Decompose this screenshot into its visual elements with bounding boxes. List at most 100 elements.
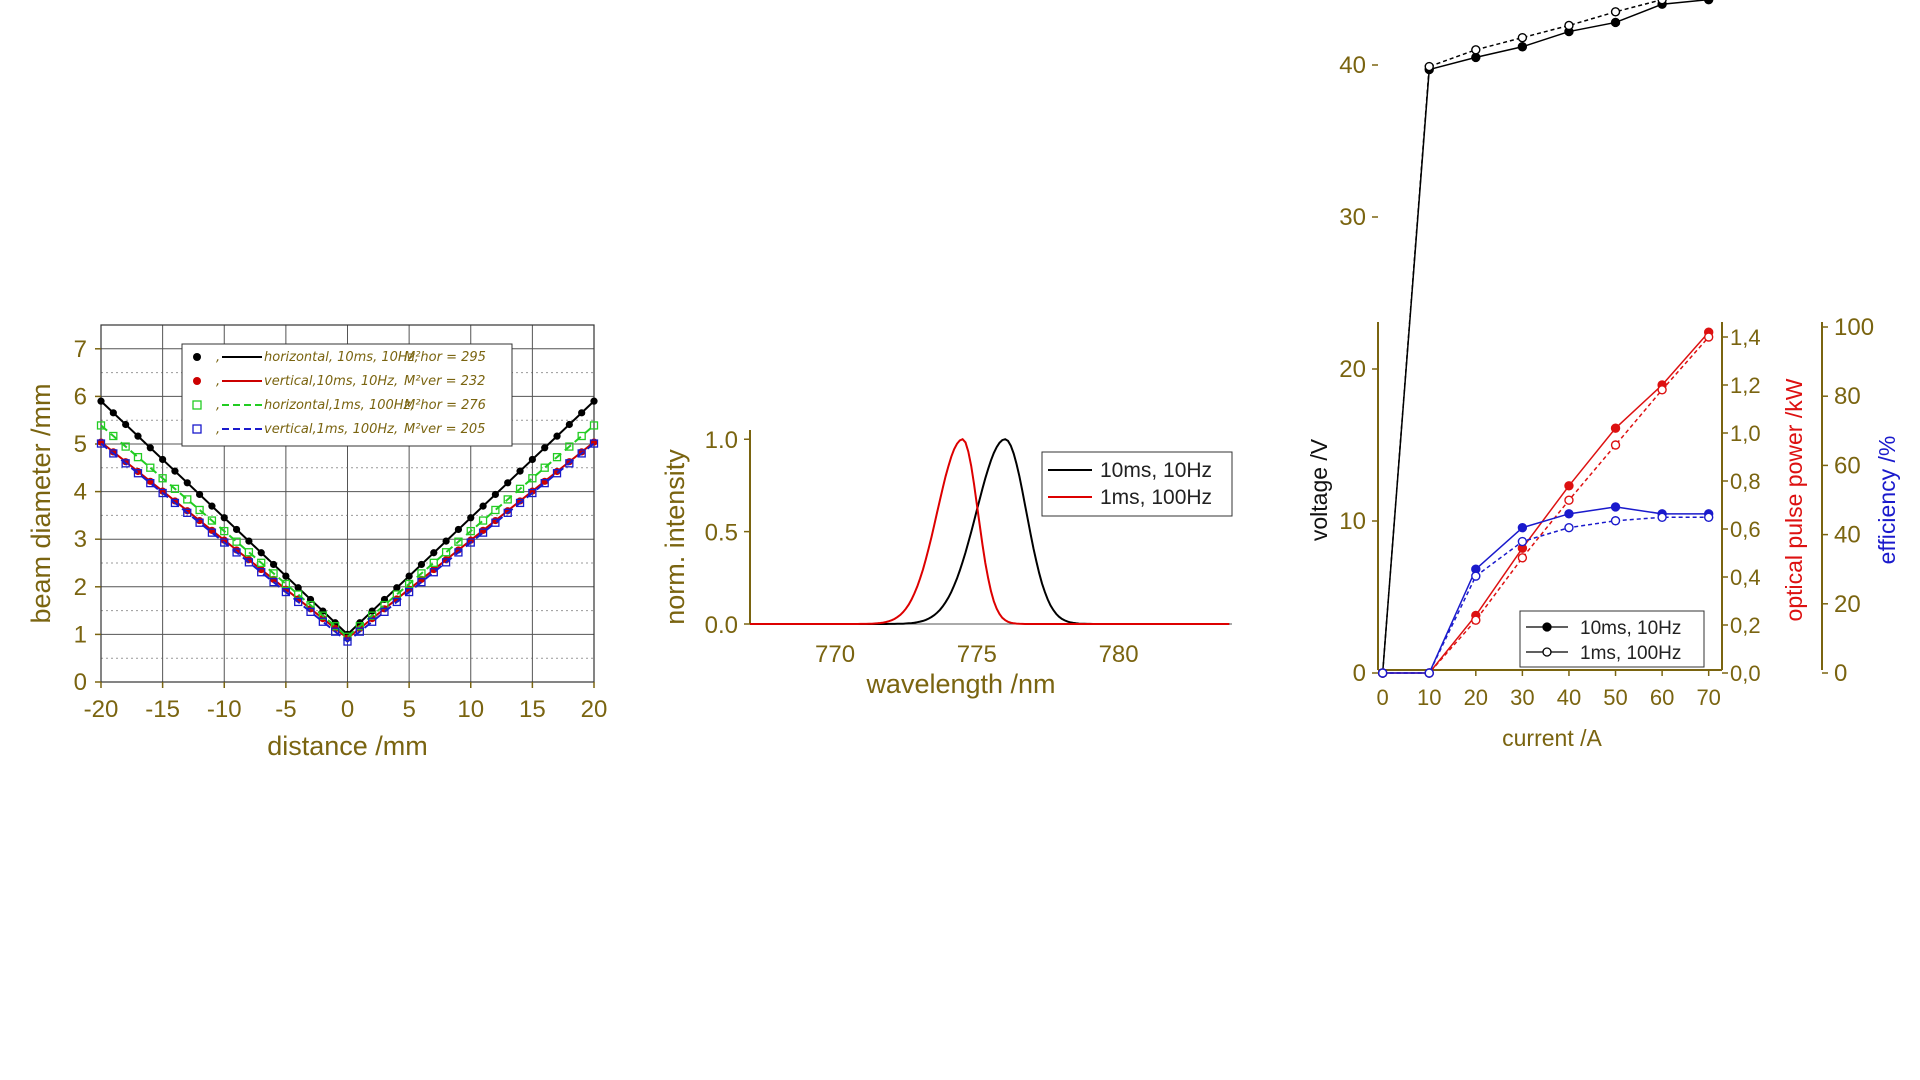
beam-data-point xyxy=(429,568,438,577)
beam-data-point xyxy=(232,548,241,557)
beam-data-point xyxy=(232,537,241,546)
legend-separator: , xyxy=(216,350,220,365)
beam-data-point xyxy=(170,484,180,493)
beam-data-point xyxy=(244,548,254,557)
beam-data-point xyxy=(479,526,487,534)
beam-data-point xyxy=(417,577,426,587)
y-tick-label: 0 xyxy=(74,669,87,696)
beam-data-point xyxy=(417,569,426,578)
legend-label: 1ms, 100Hz xyxy=(1100,486,1212,509)
power-tick-label: 0,8 xyxy=(1730,469,1761,494)
legend-label: 10ms, 10Hz xyxy=(1100,459,1212,482)
current-series-line xyxy=(1382,516,1709,674)
beam-data-point xyxy=(478,516,488,525)
current-data-point xyxy=(1471,45,1481,55)
beam-data-point xyxy=(367,611,377,620)
beam-data-point xyxy=(516,467,524,475)
voltage-tick-label: 20 xyxy=(1339,356,1366,383)
current-data-point xyxy=(1564,481,1574,491)
beam-y-axis-label: beam diameter /mm xyxy=(26,383,56,623)
beam-data-point xyxy=(503,495,512,504)
current-data-point xyxy=(1610,516,1621,526)
chart-current: 0 10 20 30 40 0,0 0,2 0,4 0,6 0,8 1,0 1,2 1,4 0 20 40 60… xyxy=(1306,0,1900,751)
beam-data-point xyxy=(343,637,352,646)
beam-series-0 xyxy=(97,397,598,639)
x-tick-label: 0 xyxy=(341,696,354,723)
beam-data-point xyxy=(405,572,413,580)
y-tick-label: 0.5 xyxy=(705,520,738,547)
beam-data-point xyxy=(257,565,265,574)
beam-data-point xyxy=(146,444,154,452)
current-data-point xyxy=(1610,440,1621,450)
beam-data-point xyxy=(269,560,278,569)
spectrum-x-axis-label: wavelength /nm xyxy=(865,669,1055,699)
beam-data-point xyxy=(441,548,451,557)
beam-data-point xyxy=(515,484,525,493)
current-data-point xyxy=(1564,495,1574,505)
beam-data-point xyxy=(553,432,561,440)
beam-data-point xyxy=(541,444,549,452)
beam-data-point xyxy=(589,439,599,448)
current-tick-label: 30 xyxy=(1510,685,1534,710)
beam-series-2 xyxy=(96,421,599,641)
current-tick-label: 10 xyxy=(1417,685,1441,710)
beam-data-point xyxy=(355,622,364,631)
beam-data-point xyxy=(97,397,105,405)
current-series-line xyxy=(1381,0,1709,674)
beam-data-point xyxy=(121,459,130,468)
beam-data-point xyxy=(257,558,266,567)
beam-data-point xyxy=(491,518,500,527)
beam-data-point xyxy=(294,584,302,592)
beam-data-point xyxy=(430,565,438,574)
beam-data-point xyxy=(109,409,117,417)
beam-data-point xyxy=(257,568,266,577)
current-data-point xyxy=(1657,512,1667,522)
legend-item: 10ms, 10Hz xyxy=(1526,618,1681,639)
current-data-point xyxy=(1703,512,1714,522)
beam-data-point xyxy=(528,474,537,483)
power-tick-label: 1,4 xyxy=(1730,325,1761,350)
power-axis-label: optical pulse power /kW xyxy=(1781,378,1807,621)
current-data-point xyxy=(1610,502,1621,512)
beam-data-point xyxy=(552,452,562,462)
beam-data-point xyxy=(183,479,191,487)
power-tick-label: 1,2 xyxy=(1730,373,1761,398)
current-data-point xyxy=(1517,32,1528,43)
voltage-tick-label: 40 xyxy=(1339,52,1366,79)
beam-data-point xyxy=(417,575,426,583)
beam-data-point xyxy=(404,587,414,597)
beam-data-point xyxy=(245,537,253,545)
beam-data-point xyxy=(392,597,401,607)
beam-data-point xyxy=(195,505,204,515)
legend-item: 1ms, 100Hz xyxy=(1048,486,1212,509)
current-data-point xyxy=(1703,0,1714,5)
beam-data-point xyxy=(109,431,118,441)
beam-data-point xyxy=(355,627,364,636)
beam-data-point xyxy=(146,463,155,472)
legend-marker xyxy=(1542,647,1552,657)
current-axis-label: current /A xyxy=(1502,725,1602,751)
beam-data-point xyxy=(590,397,598,405)
y-tick-label: 1.0 xyxy=(705,427,738,454)
x-tick-label: 780 xyxy=(1099,641,1139,668)
spectrum-legend: 10ms, 10Hz 1ms, 100Hz xyxy=(1041,451,1233,517)
efficiency-tick-label: 0 xyxy=(1834,660,1847,687)
legend-label: vertical,10ms, 10Hz, xyxy=(264,374,398,389)
x-tick-label: 15 xyxy=(519,696,546,723)
beam-data-point xyxy=(96,439,106,448)
beam-data-point xyxy=(220,538,229,547)
x-tick-label: 5 xyxy=(402,696,415,723)
beam-data-point xyxy=(207,528,217,537)
beam-data-point xyxy=(504,479,512,487)
legend-box xyxy=(1041,451,1233,517)
legend-separator: , xyxy=(216,398,220,413)
beam-data-point xyxy=(417,560,426,569)
legend-item: 1ms, 100Hz xyxy=(1526,643,1681,664)
beam-data-point xyxy=(208,526,216,534)
legend-marker xyxy=(1542,622,1552,632)
current-series-5 xyxy=(1377,512,1714,678)
beam-data-point xyxy=(540,463,549,472)
beam-x-axis-label: distance /mm xyxy=(267,731,428,761)
current-data-point xyxy=(1564,20,1574,31)
beam-data-point xyxy=(269,569,278,578)
